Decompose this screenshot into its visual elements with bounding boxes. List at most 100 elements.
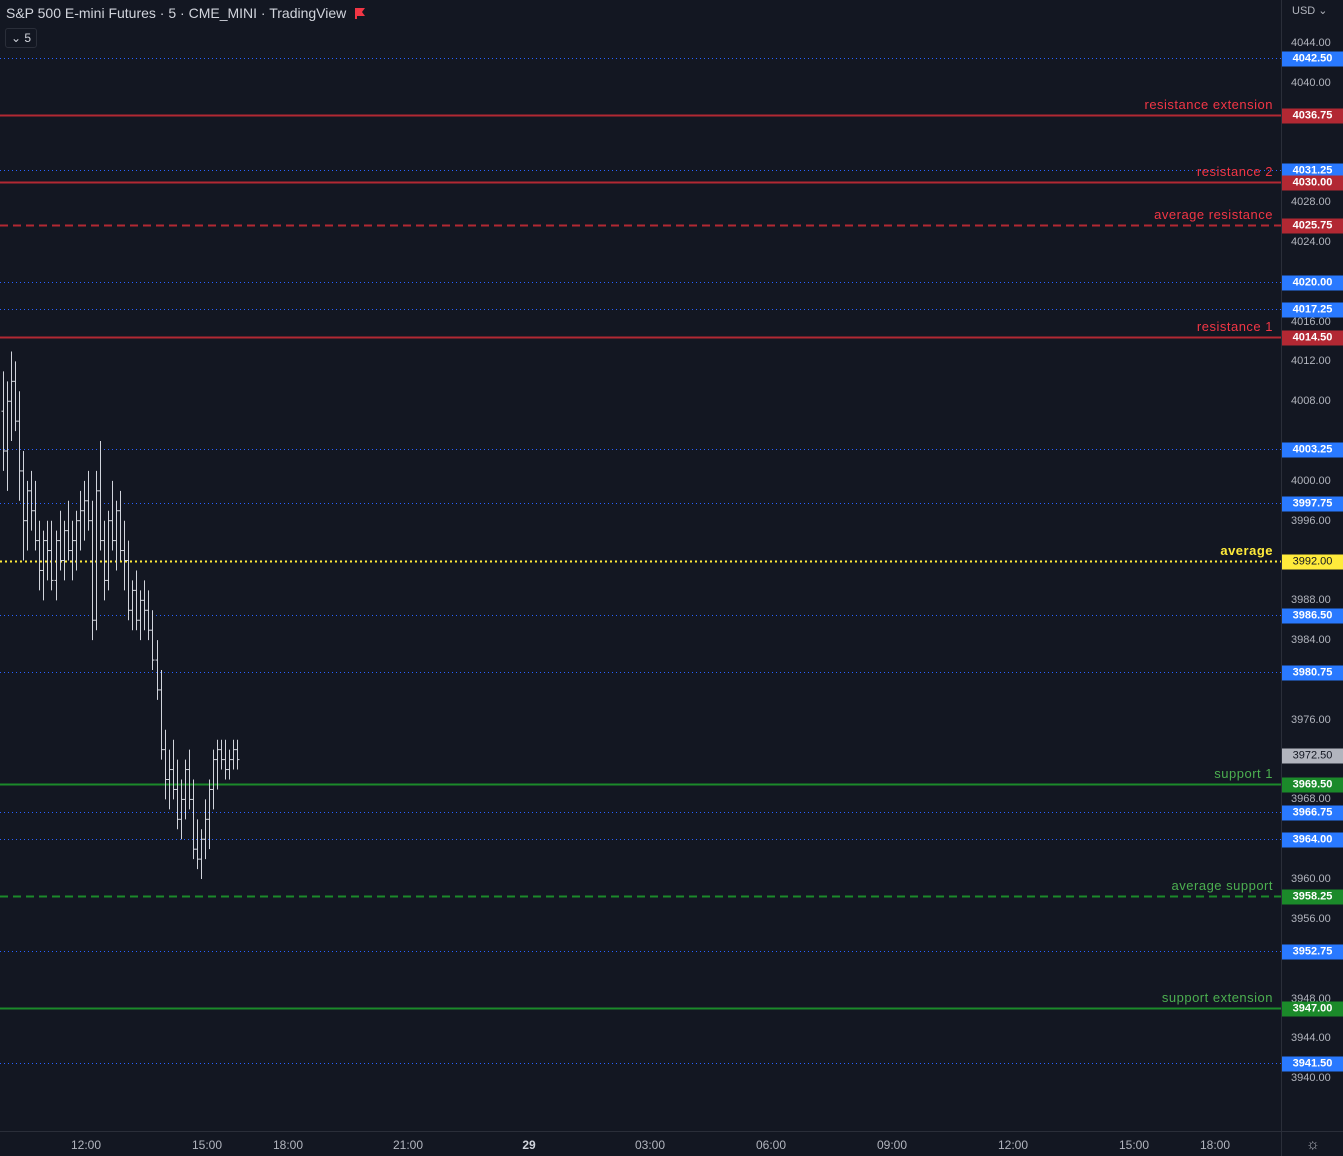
ohlc-bar	[13, 361, 18, 432]
ohlc-bar	[134, 570, 139, 631]
settings-corner[interactable]: ☼	[1281, 1131, 1343, 1156]
level-price-label: 3952.75	[1282, 944, 1343, 959]
price-tick: 3976.00	[1291, 713, 1331, 726]
level-price-label: 4020.00	[1282, 275, 1343, 290]
ohlc-bar	[37, 520, 42, 591]
price-tick: 3984.00	[1291, 634, 1331, 647]
interval-button[interactable]: ⌄ 5	[5, 28, 38, 48]
ohlc-bar	[199, 829, 204, 880]
level-name-label: resistance 1	[1196, 318, 1273, 334]
time-tick: 18:00	[1199, 1138, 1231, 1152]
ohlc-bar	[9, 351, 14, 442]
level-name-label: average	[1220, 542, 1273, 558]
ohlc-bar	[33, 480, 38, 551]
level-price-label: 4014.50	[1282, 330, 1343, 345]
ohlc-bar	[29, 470, 34, 531]
ohlc-bar	[41, 530, 46, 601]
ohlc-bar	[49, 520, 54, 591]
ohlc-bar	[219, 739, 224, 770]
time-tick: 18:00	[272, 1138, 304, 1152]
level-price-label: 4031.25	[1282, 163, 1343, 178]
ohlc-bar	[159, 670, 164, 760]
ohlc-bar	[203, 799, 208, 860]
time-tick: 21:00	[392, 1138, 424, 1152]
gear-icon[interactable]: ☼	[1306, 1136, 1320, 1153]
chart-pane[interactable]: S&P 500 E-mini Futures · 5 · CME_MINI · …	[0, 0, 1281, 1131]
ohlc-bar	[1, 371, 6, 471]
price-tick: 3968.00	[1291, 793, 1331, 806]
ohlc-bar	[74, 510, 79, 571]
level-name-label: support extension	[1161, 989, 1273, 1005]
ohlc-bar	[191, 779, 196, 860]
level-price-label: 3997.75	[1282, 496, 1343, 511]
level-price-label: 4030.00	[1282, 175, 1343, 190]
currency-label: USD	[1292, 5, 1316, 17]
ohlc-bar	[171, 739, 176, 800]
price-tick: 4024.00	[1291, 235, 1331, 248]
ohlc-bar	[231, 739, 236, 770]
ohlc-bar	[150, 610, 155, 671]
ohlc-bar	[142, 580, 147, 631]
price-tick: 3944.00	[1291, 1032, 1331, 1045]
level-price-label: 3947.00	[1282, 1001, 1343, 1016]
price-tick: 3956.00	[1291, 912, 1331, 925]
ohlc-bar	[163, 729, 168, 800]
ohlc-bar	[58, 510, 63, 571]
ohlc-bar	[183, 759, 188, 820]
ohlc-bar	[5, 381, 10, 491]
ohlc-bar	[25, 480, 30, 551]
currency-selector[interactable]: USD ⌄	[1292, 4, 1328, 17]
ohlc-bar	[175, 759, 180, 830]
ohlc-bar	[102, 520, 107, 601]
price-tick: 3960.00	[1291, 873, 1331, 886]
chart-title: S&P 500 E-mini Futures · 5 · CME_MINI · …	[6, 5, 366, 22]
time-tick: 29	[522, 1138, 536, 1152]
ohlc-bar	[86, 470, 91, 531]
price-tick: 4008.00	[1291, 395, 1331, 408]
ohlc-bar	[122, 520, 127, 591]
ohlc-bar	[130, 580, 135, 631]
ohlc-bar	[62, 520, 67, 581]
price-tick: 3940.00	[1291, 1072, 1331, 1085]
level-price-label: 4017.25	[1282, 302, 1343, 317]
ohlc-bar	[195, 819, 200, 870]
ohlc-bar	[155, 640, 160, 700]
ohlc-bar	[207, 779, 212, 850]
price-tick: 4040.00	[1291, 76, 1331, 89]
price-chart[interactable]	[0, 0, 1281, 1131]
symbol-title: S&P 500 E-mini Futures · 5 · CME_MINI · …	[6, 5, 347, 21]
ohlc-bar	[235, 739, 240, 770]
ohlc-bar	[179, 779, 184, 840]
ohlc-bar	[227, 749, 232, 780]
time-tick: 12:00	[70, 1138, 102, 1152]
chevron-down-icon: ⌄	[11, 31, 22, 45]
time-axis[interactable]: 12:00 15:00 18:00 21:00 29 03:00 06:00 09:00 12:…	[0, 1131, 1281, 1156]
flag-icon[interactable]	[354, 6, 366, 22]
time-tick: 15:00	[191, 1138, 223, 1152]
price-tick: 3988.00	[1291, 594, 1331, 607]
price-tick: 4012.00	[1291, 355, 1331, 368]
time-tick: 12:00	[997, 1138, 1029, 1152]
ohlc-bar	[82, 480, 87, 541]
price-axis[interactable]: USD ⌄ 4044.00 4040.00 4028.00 4024.00 4016.0…	[1281, 0, 1343, 1131]
level-price-label: 4042.50	[1282, 51, 1343, 66]
level-price-label: 3966.75	[1282, 805, 1343, 820]
ohlc-bar	[66, 500, 71, 561]
level-price-label: 3941.50	[1282, 1056, 1343, 1071]
ohlc-bar	[146, 590, 151, 641]
ohlc-bar	[94, 470, 99, 631]
level-price-label: 3969.50	[1282, 777, 1343, 792]
ohlc-bar	[98, 441, 103, 551]
chevron-down-icon: ⌄	[1315, 5, 1328, 17]
ohlc-bar	[106, 510, 111, 591]
level-price-label: 4025.75	[1282, 218, 1343, 233]
ohlc-bar	[138, 590, 143, 641]
level-price-label: 3992.00	[1282, 554, 1343, 569]
ohlc-bar	[187, 749, 192, 810]
time-tick: 09:00	[876, 1138, 908, 1152]
ohlc-bar	[114, 500, 119, 571]
level-name-label: average support	[1171, 877, 1273, 893]
level-name-label: resistance 2	[1196, 163, 1273, 179]
level-price-label: 3964.00	[1282, 832, 1343, 847]
ohlc-bar	[45, 520, 50, 581]
